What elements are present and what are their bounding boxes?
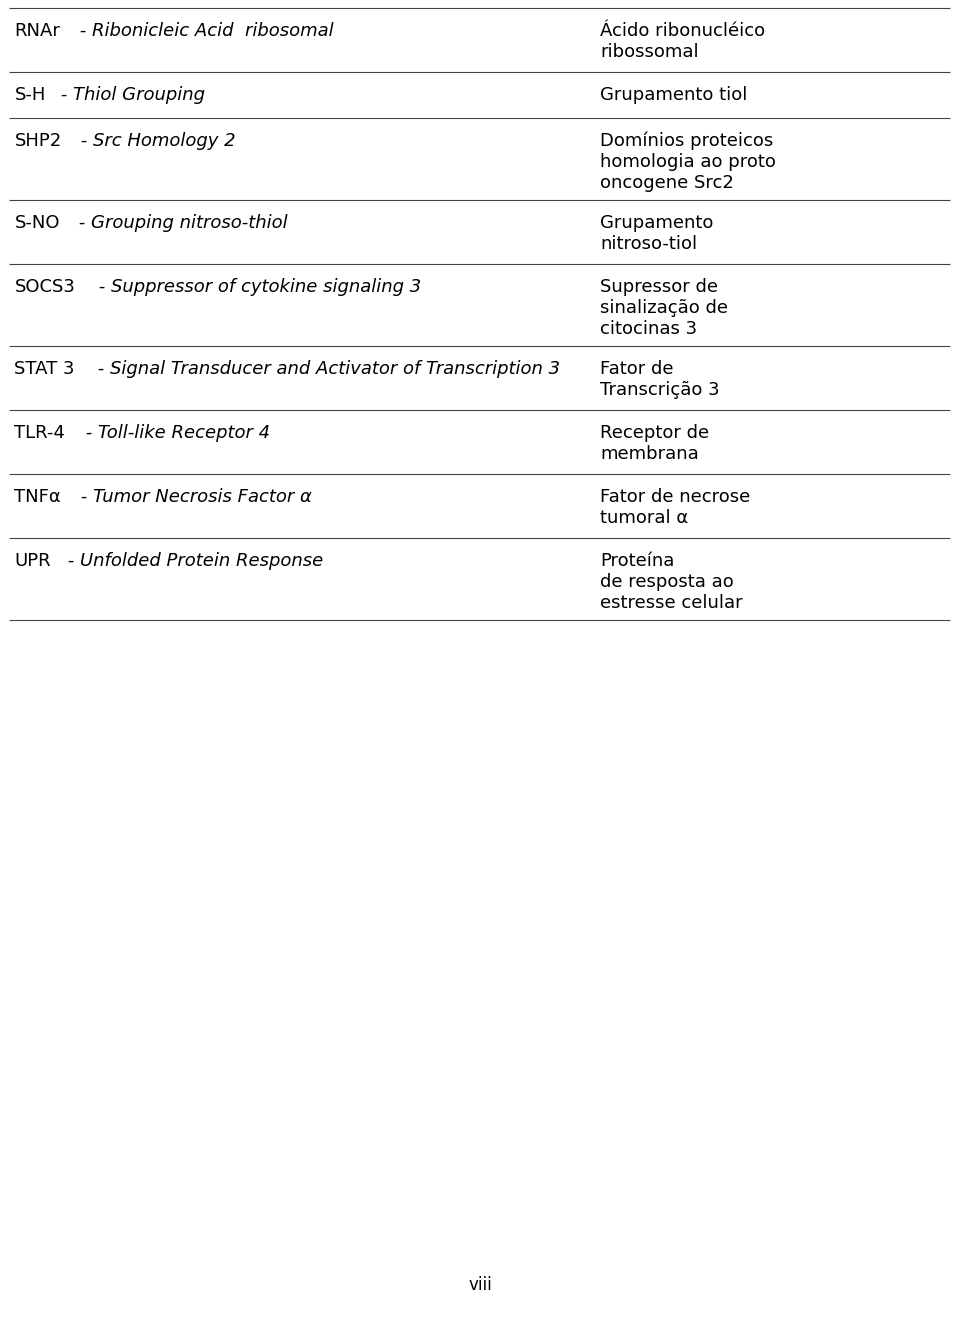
Text: S-H: S-H xyxy=(14,86,46,103)
Text: - Suppressor of cytokine signaling 3: - Suppressor of cytokine signaling 3 xyxy=(93,278,421,296)
Text: - Signal Transducer and Activator of Transcription 3: - Signal Transducer and Activator of Tra… xyxy=(92,359,561,378)
Text: Fator de necrose
tumoral α: Fator de necrose tumoral α xyxy=(600,488,751,526)
Text: Grupamento
nitroso-tiol: Grupamento nitroso-tiol xyxy=(600,213,713,253)
Text: SOCS3: SOCS3 xyxy=(14,278,75,296)
Text: - Tumor Necrosis Factor α: - Tumor Necrosis Factor α xyxy=(75,488,312,507)
Text: Grupamento tiol: Grupamento tiol xyxy=(600,86,748,103)
Text: Proteína
de resposta ao
estresse celular: Proteína de resposta ao estresse celular xyxy=(600,552,743,611)
Text: - Src Homology 2: - Src Homology 2 xyxy=(76,133,236,150)
Text: - Thiol Grouping: - Thiol Grouping xyxy=(55,86,204,103)
Text: Receptor de
membrana: Receptor de membrana xyxy=(600,424,709,463)
Text: RNAr: RNAr xyxy=(14,23,60,40)
Text: S-NO: S-NO xyxy=(14,213,60,232)
Text: Domínios proteicos
homologia ao proto
oncogene Src2: Domínios proteicos homologia ao proto on… xyxy=(600,133,776,192)
Text: - Unfolded Protein Response: - Unfolded Protein Response xyxy=(61,552,323,570)
Text: UPR: UPR xyxy=(14,552,51,570)
Text: Ácido ribonucléico
ribossomal: Ácido ribonucléico ribossomal xyxy=(600,23,765,61)
Text: Fator de
Transcrição 3: Fator de Transcrição 3 xyxy=(600,359,720,399)
Text: - Toll-like Receptor 4: - Toll-like Receptor 4 xyxy=(80,424,270,442)
Text: viii: viii xyxy=(468,1276,492,1294)
Text: TNFα: TNFα xyxy=(14,488,61,507)
Text: TLR-4: TLR-4 xyxy=(14,424,65,442)
Text: SHP2: SHP2 xyxy=(14,133,61,150)
Text: Supressor de
sinalização de
citocinas 3: Supressor de sinalização de citocinas 3 xyxy=(600,278,728,338)
Text: - Grouping nitroso-thiol: - Grouping nitroso-thiol xyxy=(73,213,288,232)
Text: STAT 3: STAT 3 xyxy=(14,359,75,378)
Text: - Ribonicleic Acid  ribosomal: - Ribonicleic Acid ribosomal xyxy=(74,23,333,40)
